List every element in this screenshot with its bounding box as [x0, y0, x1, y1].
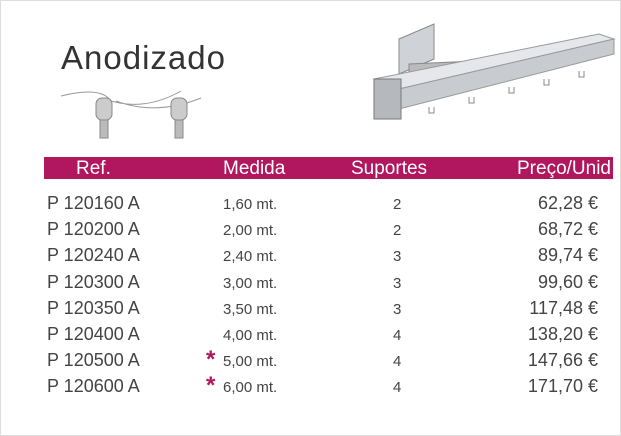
- ref-cell: P 120200 A: [47, 219, 140, 240]
- price-cell: 68,72 €: [537, 219, 598, 240]
- supports-cell: 4: [393, 379, 402, 397]
- ref-cell: P 120350 A: [47, 297, 140, 318]
- price-cell: 147,66 €: [527, 350, 598, 371]
- price-cell: 117,48 €: [529, 297, 598, 318]
- length-cell: 3,50 mt.: [223, 300, 278, 318]
- supports-cell: 4: [393, 327, 402, 344]
- header-cell: Preço/Unid: [517, 158, 611, 179]
- header-cell: Ref.: [76, 158, 111, 179]
- ref-cell: P 120160 A: [47, 193, 140, 213]
- ref-cell: P 120400 A: [47, 324, 140, 344]
- ref-cell: P 120240 A: [47, 245, 140, 266]
- asterisk: *: [206, 346, 216, 374]
- ref-cell: P 120600 A: [47, 376, 140, 397]
- header-cell: Suportes: [351, 158, 428, 179]
- length-cell: 1,60 mt.: [223, 196, 278, 213]
- supports-cell: 3: [393, 300, 402, 318]
- price-cell: 138,20 €: [527, 324, 598, 344]
- supports-cell: 3: [393, 274, 402, 292]
- price-cell: 99,60 €: [537, 271, 598, 292]
- ref-cell: P 120500 A: [47, 350, 140, 371]
- length-cell: 2,40 mt.: [223, 248, 278, 266]
- supports-cell: 3: [393, 248, 402, 266]
- length-cell: 6,00 mt.: [223, 379, 278, 397]
- length-cell: 5,00 mt.: [223, 353, 278, 371]
- price-cell: 62,28 €: [537, 193, 598, 213]
- price-cell: 171,70 €: [527, 376, 598, 397]
- header-cell: Medida: [223, 158, 286, 179]
- rail-image: [372, 23, 616, 120]
- ref-cell: P 120300 A: [47, 271, 140, 292]
- length-cell: 2,00 mt.: [223, 222, 278, 240]
- asterisk: *: [206, 372, 216, 400]
- length-cell: 4,00 mt.: [223, 327, 278, 344]
- glider-image: [60, 90, 202, 139]
- supports-cell: 2: [393, 196, 402, 213]
- supports-cell: 2: [393, 222, 402, 240]
- price-cell: 89,74 €: [537, 245, 598, 266]
- supports-cell: 4: [393, 353, 402, 371]
- length-cell: 3,00 mt.: [223, 274, 278, 292]
- header-bar: [44, 157, 613, 179]
- title: Anodizado: [61, 39, 226, 76]
